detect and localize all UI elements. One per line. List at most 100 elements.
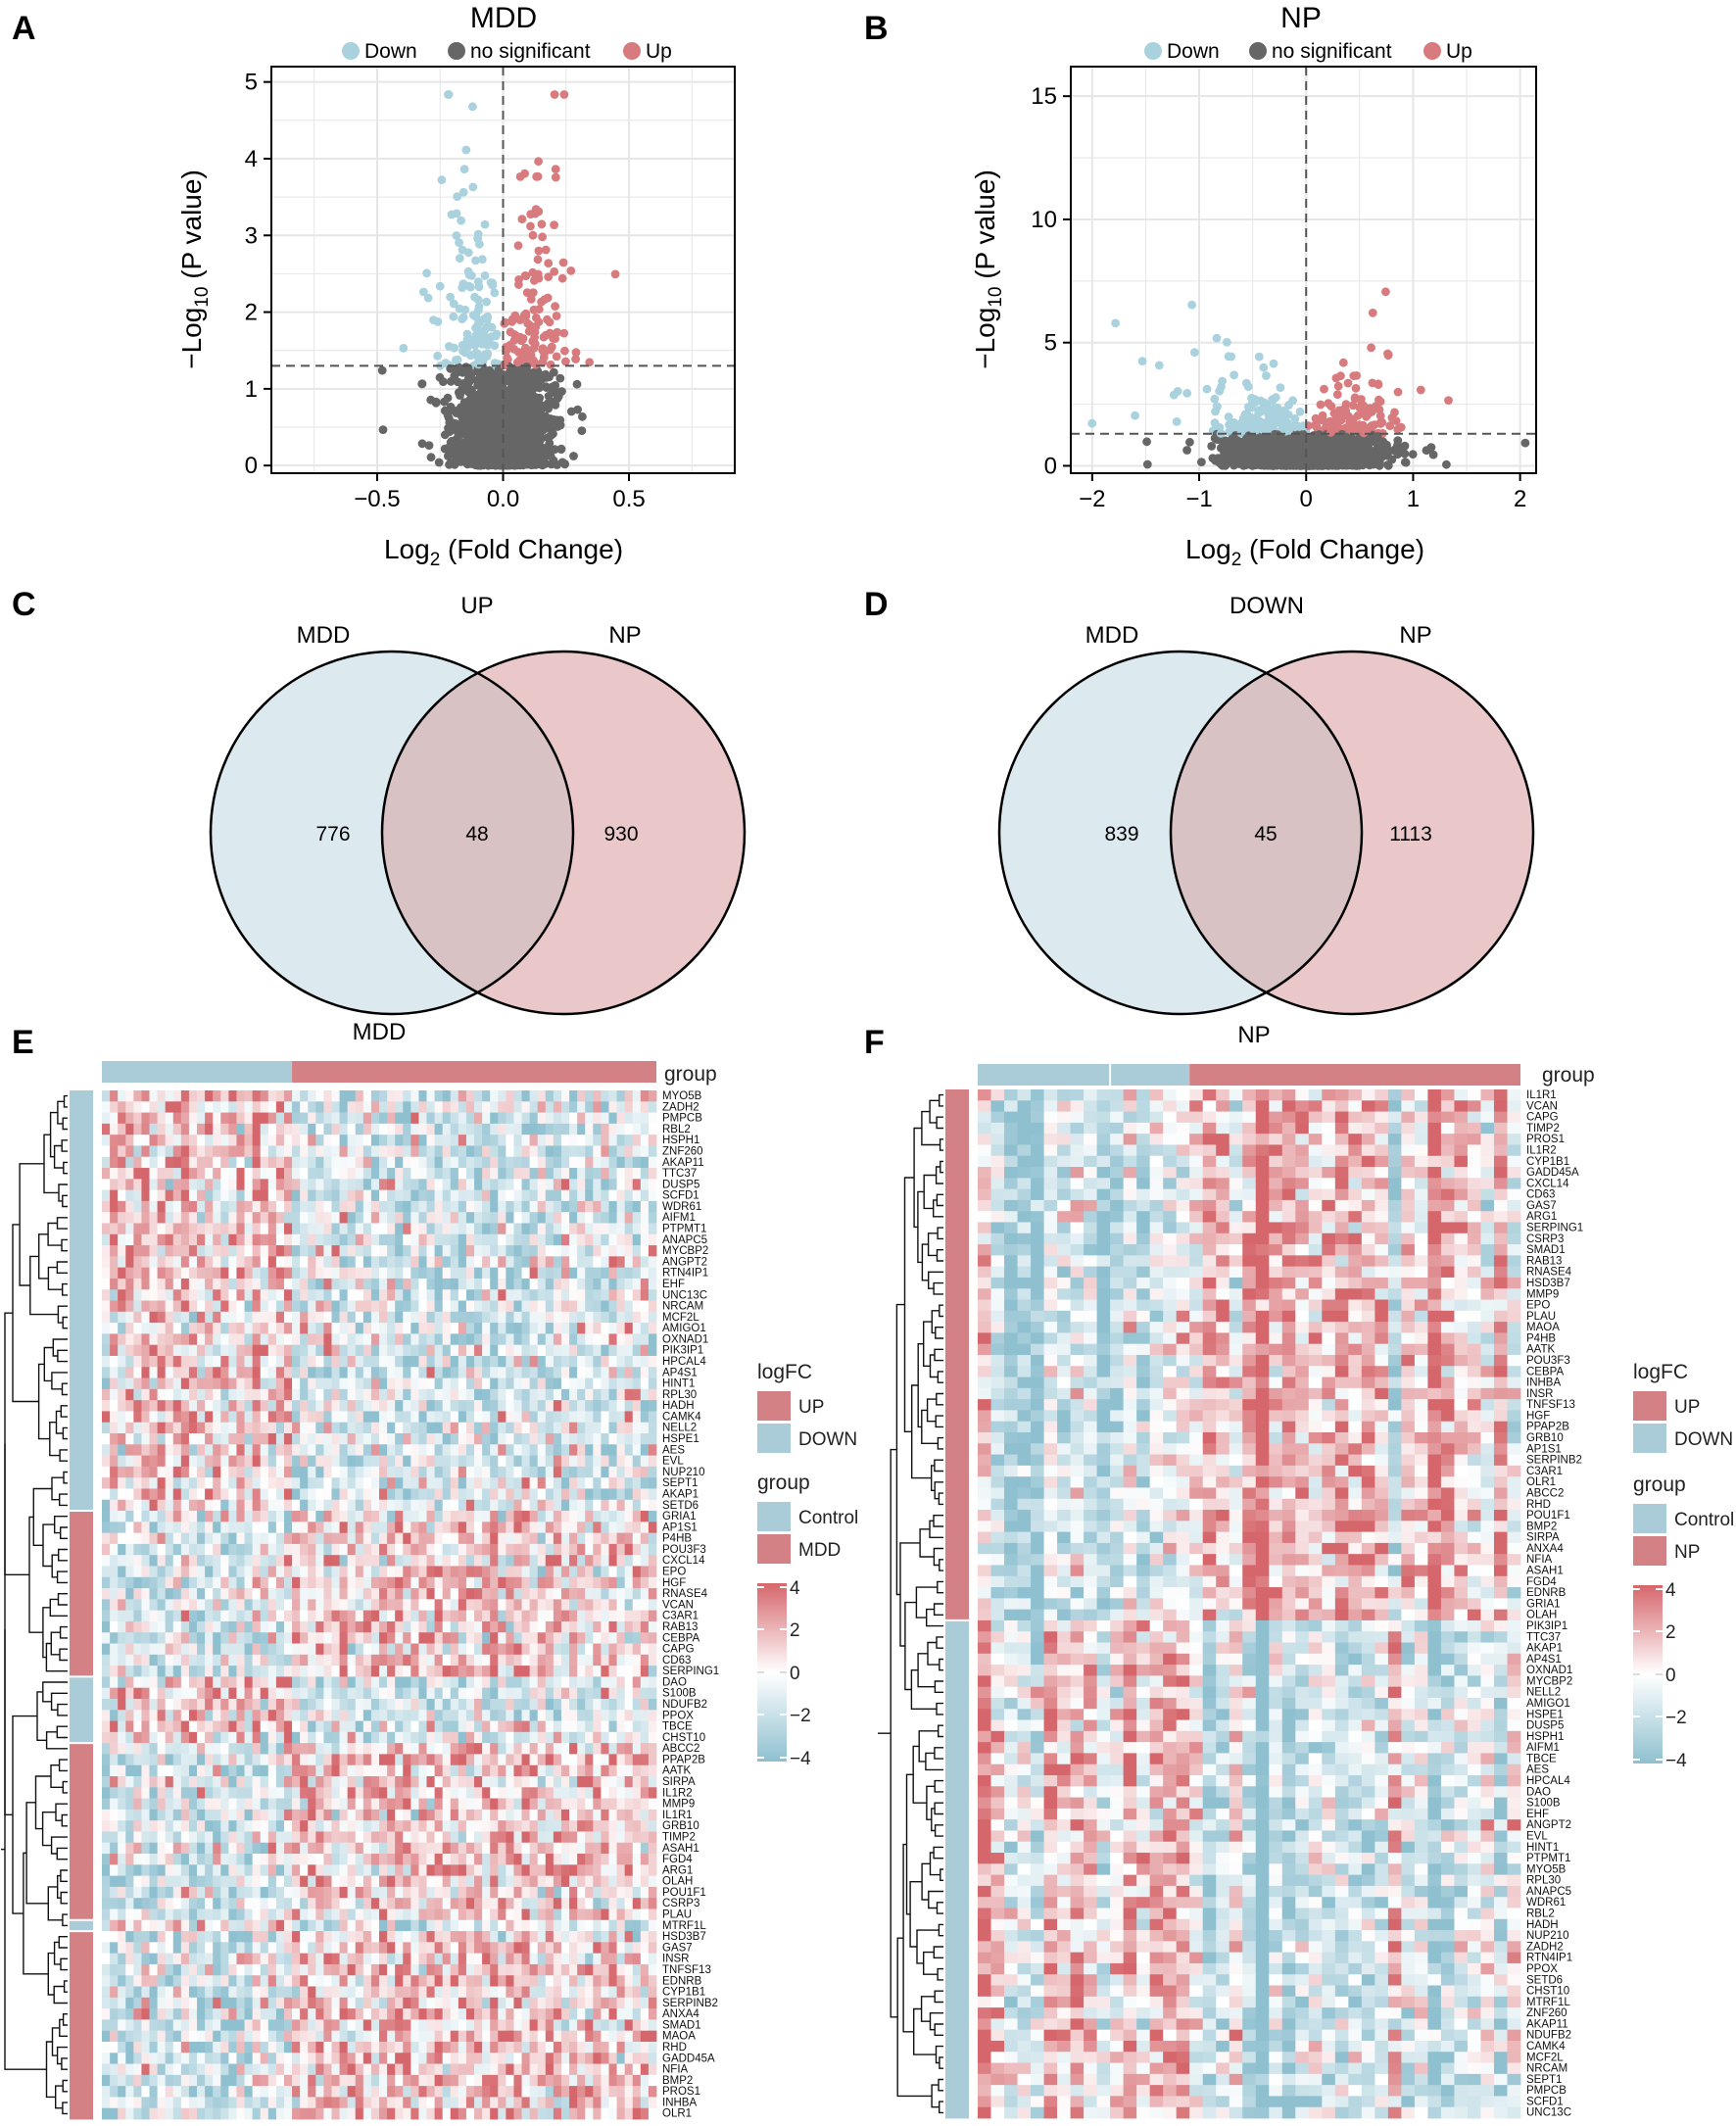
volcano-mdd: MDD Down no significant Up −0.5 0.0 0.5012… bbox=[176, 2, 735, 570]
point-down bbox=[453, 210, 461, 218]
point-down bbox=[1203, 385, 1212, 394]
point-up bbox=[535, 247, 544, 256]
panel-letter-f: F bbox=[864, 1024, 885, 1061]
point-ns bbox=[467, 445, 476, 454]
point-up bbox=[551, 90, 559, 99]
point-ns bbox=[471, 416, 480, 425]
point-up bbox=[1344, 379, 1353, 388]
point-ns bbox=[418, 439, 427, 448]
legend-ns-dot bbox=[448, 42, 465, 60]
point-ns bbox=[578, 426, 587, 435]
point-ns bbox=[538, 426, 547, 435]
point-ns bbox=[519, 392, 528, 401]
point-ns bbox=[1142, 437, 1151, 446]
x-tick-label: 0.0 bbox=[487, 486, 519, 512]
point-up bbox=[541, 295, 550, 304]
point-down bbox=[449, 313, 458, 321]
point-down bbox=[438, 175, 447, 184]
point-down bbox=[481, 271, 490, 280]
panel-letter-d: D bbox=[864, 586, 889, 623]
point-up bbox=[543, 315, 552, 324]
point-ns bbox=[378, 366, 387, 375]
point-down bbox=[436, 282, 445, 291]
point-down bbox=[1182, 389, 1191, 398]
point-down bbox=[1155, 362, 1164, 370]
point-up bbox=[611, 270, 620, 279]
point-up bbox=[572, 348, 581, 357]
point-ns bbox=[1521, 439, 1530, 448]
point-ns bbox=[555, 374, 564, 383]
volcano-np-plot: −2 −1 0 1 2051015 bbox=[1031, 67, 1536, 512]
legend-ns-dot bbox=[1249, 42, 1267, 60]
point-ns bbox=[450, 372, 458, 381]
point-down bbox=[458, 246, 467, 255]
point-down bbox=[1111, 319, 1120, 328]
point-up bbox=[507, 317, 516, 326]
point-ns bbox=[573, 406, 582, 414]
point-down bbox=[482, 298, 491, 307]
point-ns bbox=[454, 452, 462, 460]
y-tick-label: 5 bbox=[245, 70, 258, 96]
point-ns bbox=[482, 408, 491, 416]
point-ns bbox=[444, 394, 453, 403]
legend-down-label: Down bbox=[364, 40, 417, 63]
point-down bbox=[474, 361, 483, 369]
point-up bbox=[501, 361, 509, 369]
point-ns bbox=[494, 428, 503, 437]
point-ns bbox=[508, 392, 517, 401]
point-down bbox=[471, 257, 480, 266]
point-up bbox=[566, 266, 575, 275]
point-down bbox=[458, 283, 466, 292]
point-down bbox=[471, 341, 480, 350]
point-up bbox=[529, 231, 538, 240]
point-down bbox=[468, 102, 477, 111]
point-ns bbox=[542, 373, 551, 382]
point-up bbox=[521, 271, 530, 280]
point-down bbox=[463, 330, 472, 339]
point-down bbox=[460, 165, 469, 173]
volcano-np-title: NP bbox=[1280, 2, 1322, 34]
point-ns bbox=[532, 394, 541, 403]
point-ns bbox=[492, 403, 501, 411]
point-ns bbox=[516, 424, 525, 433]
legend-up-label: Up bbox=[1446, 40, 1472, 63]
point-ns bbox=[490, 450, 499, 459]
point-up bbox=[544, 259, 553, 267]
point-up bbox=[561, 358, 570, 366]
point-down bbox=[461, 146, 470, 155]
point-up bbox=[553, 353, 561, 362]
point-ns bbox=[578, 412, 587, 421]
point-up bbox=[547, 361, 555, 369]
y-tick-label: 1 bbox=[245, 376, 258, 403]
point-ns bbox=[549, 421, 557, 430]
point-ns bbox=[445, 448, 454, 457]
legend-up-dot bbox=[1423, 42, 1441, 60]
point-ns bbox=[441, 430, 450, 439]
point-ns bbox=[464, 377, 473, 386]
point-up bbox=[560, 90, 569, 99]
point-up bbox=[518, 215, 527, 223]
point-ns bbox=[458, 386, 467, 395]
point-up bbox=[531, 361, 540, 369]
point-up bbox=[528, 268, 537, 277]
point-down bbox=[1087, 419, 1096, 428]
point-down bbox=[456, 305, 464, 314]
point-down bbox=[1259, 363, 1268, 372]
point-up bbox=[514, 280, 523, 289]
point-up bbox=[548, 343, 556, 352]
point-down bbox=[455, 238, 463, 247]
volcano-np-legend: Down no significant Up bbox=[1144, 40, 1472, 63]
point-ns bbox=[552, 387, 560, 396]
point-up bbox=[523, 319, 532, 328]
point-down bbox=[474, 230, 483, 239]
point-ns bbox=[473, 376, 482, 385]
point-up bbox=[1417, 386, 1425, 395]
point-ns bbox=[560, 459, 569, 468]
point-up bbox=[551, 302, 559, 311]
x-tick-label: −0.5 bbox=[354, 486, 400, 512]
point-down bbox=[481, 220, 490, 229]
point-down bbox=[474, 277, 483, 286]
point-down bbox=[1138, 357, 1147, 365]
point-ns bbox=[480, 387, 489, 396]
point-ns bbox=[523, 374, 532, 383]
